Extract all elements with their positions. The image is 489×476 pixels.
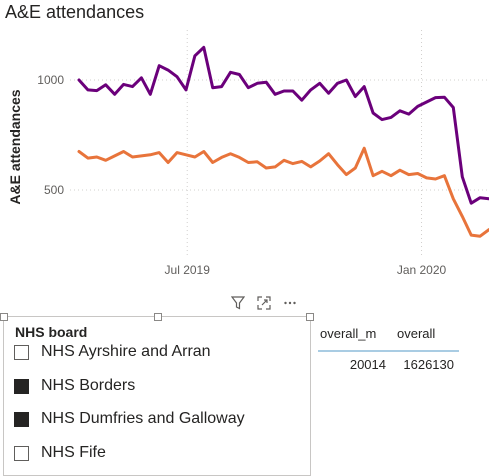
- slicer-item-label: NHS Dumfries and Galloway: [41, 410, 245, 427]
- focus-mode-icon[interactable]: [255, 294, 273, 312]
- nhs-board-slicer[interactable]: NHS board NHS Ayrshire and Arran NHS Bord…: [0, 313, 314, 476]
- chart-plot-area[interactable]: 500 1000 Jul 2019 Jan 2020: [0, 0, 489, 300]
- checkbox[interactable]: [14, 445, 29, 461]
- visual-header: [229, 294, 299, 312]
- slicer-item[interactable]: NHS Ayrshire and Arran: [14, 341, 211, 363]
- slicer-item-label: NHS Borders: [41, 377, 136, 394]
- y-tick-label: 500: [44, 183, 64, 197]
- slicer-item[interactable]: NHS Borders: [14, 375, 135, 397]
- header-underline: [318, 350, 459, 352]
- checkbox[interactable]: [14, 344, 29, 360]
- x-tick-label: Jul 2019: [165, 263, 211, 277]
- table-cell-overall-m: 20014: [349, 357, 386, 372]
- series-line-1: [77, 45, 489, 205]
- table-cell-overall: 1626130: [403, 357, 454, 372]
- summary-table[interactable]: overall_m overall 20014 1626130: [318, 318, 468, 378]
- slicer-title: NHS board: [15, 324, 88, 340]
- line-chart-visual[interactable]: A&E attendances A&E attendances 500 1000 J…: [0, 0, 489, 300]
- slicer-item-label: NHS Fife: [41, 444, 106, 461]
- filter-icon[interactable]: [229, 294, 247, 312]
- checkbox[interactable]: [14, 378, 29, 394]
- x-tick-label: Jan 2020: [397, 263, 447, 277]
- column-header-overall-m[interactable]: overall_m: [320, 326, 377, 341]
- chart-title: A&E attendances: [5, 2, 145, 22]
- more-options-icon[interactable]: [281, 294, 299, 312]
- resize-handle[interactable]: [0, 313, 8, 321]
- resize-handle[interactable]: [154, 313, 162, 321]
- slicer-item[interactable]: NHS Fife: [14, 442, 106, 464]
- y-tick-label: 1000: [37, 73, 64, 87]
- slicer-item-label: NHS Ayrshire and Arran: [41, 343, 211, 360]
- column-header-overall[interactable]: overall: [397, 326, 436, 341]
- slicer-item[interactable]: NHS Dumfries and Galloway: [14, 408, 245, 430]
- series-line-2: [77, 146, 489, 238]
- checkbox[interactable]: [14, 411, 29, 427]
- resize-handle[interactable]: [306, 313, 314, 321]
